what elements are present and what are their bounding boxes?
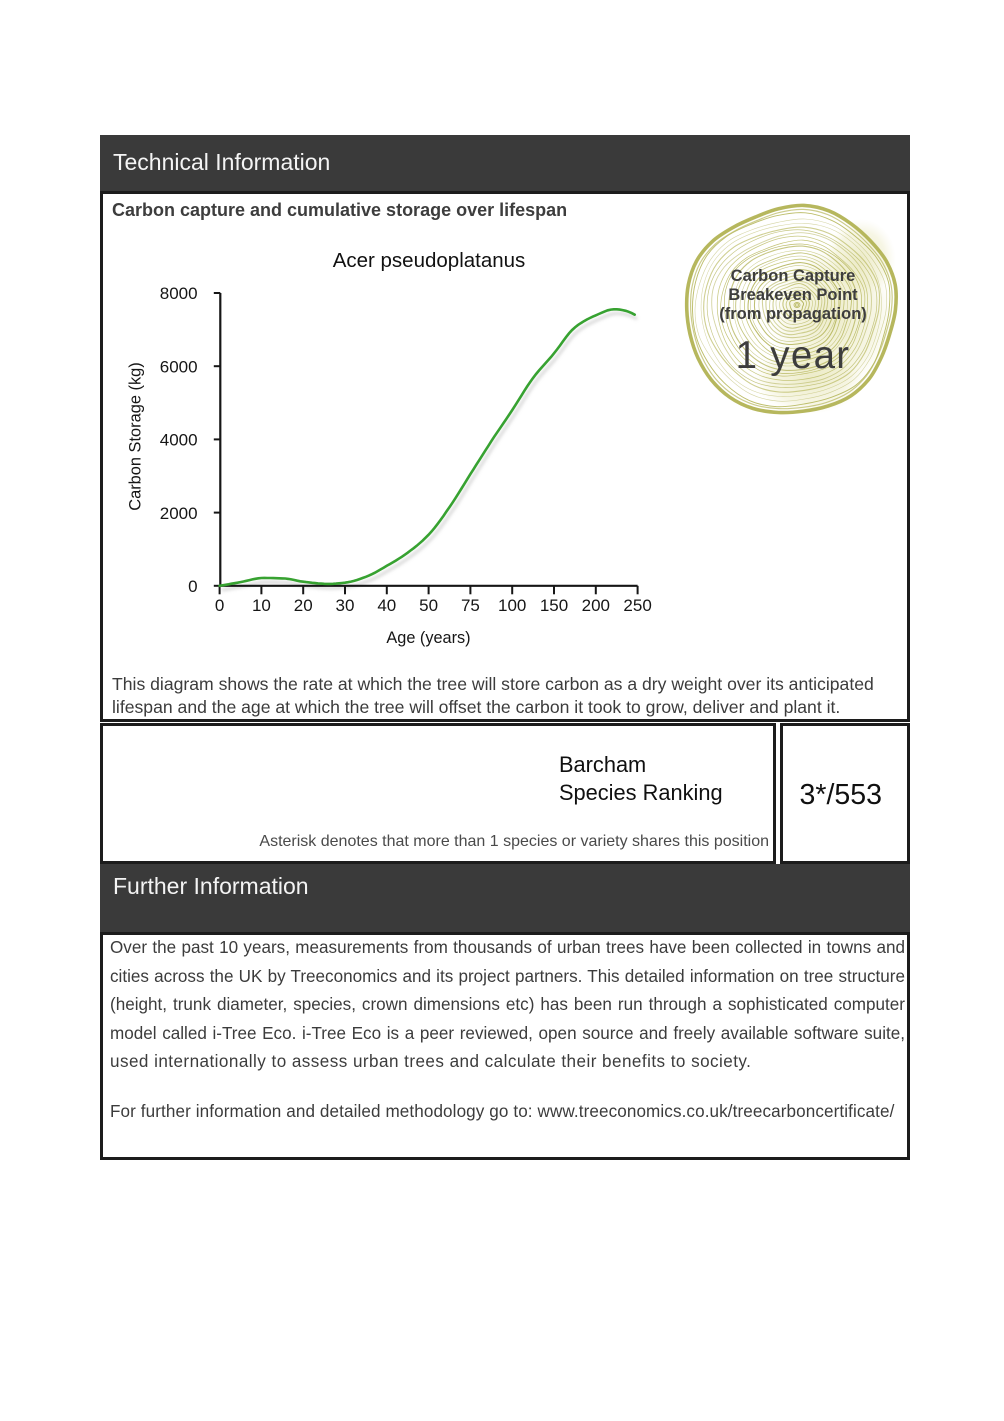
svg-text:0: 0	[215, 596, 224, 615]
svg-text:Carbon Storage (kg): Carbon Storage (kg)	[127, 362, 145, 511]
svg-text:10: 10	[252, 596, 271, 615]
svg-text:Acer pseudoplatanus: Acer pseudoplatanus	[333, 249, 526, 272]
svg-text:20: 20	[294, 596, 313, 615]
svg-text:100: 100	[498, 596, 526, 615]
svg-text:50: 50	[419, 596, 438, 615]
svg-text:6000: 6000	[160, 357, 198, 376]
svg-text:0: 0	[188, 577, 197, 596]
svg-text:30: 30	[336, 596, 355, 615]
svg-text:250: 250	[623, 596, 651, 615]
svg-text:75: 75	[461, 596, 480, 615]
svg-text:2000: 2000	[160, 504, 198, 523]
svg-text:200: 200	[582, 596, 610, 615]
svg-text:8000: 8000	[160, 284, 198, 303]
svg-text:4000: 4000	[160, 431, 198, 450]
svg-text:Age (years): Age (years)	[386, 629, 470, 647]
svg-text:150: 150	[540, 596, 568, 615]
svg-text:40: 40	[377, 596, 396, 615]
